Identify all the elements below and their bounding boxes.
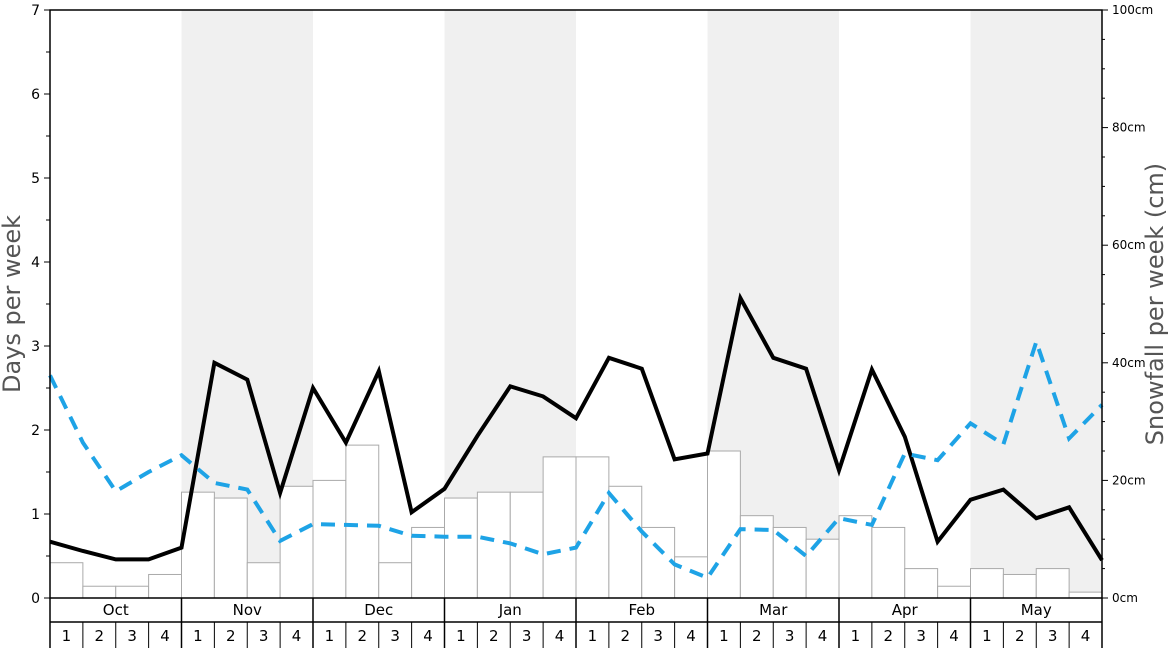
- week-label: 3: [785, 627, 795, 645]
- right-tick-label: 100cm: [1112, 3, 1153, 17]
- left-tick-label: 0: [31, 591, 40, 607]
- snowfall-bar: [246, 562, 281, 599]
- snowfall-bar: [148, 573, 182, 599]
- snowfall-bar: [49, 562, 84, 599]
- snowfall-bar: [707, 450, 741, 599]
- week-label: 3: [1048, 627, 1058, 645]
- week-label: 3: [390, 627, 400, 645]
- snowfall-bar: [575, 456, 610, 599]
- month-label: Oct: [103, 601, 129, 619]
- snowfall-bar: [1002, 573, 1037, 599]
- week-label: 2: [621, 627, 631, 645]
- right-tick-label: 80cm: [1112, 121, 1146, 135]
- week-label: 3: [259, 627, 269, 645]
- snowfall-bar: [213, 497, 248, 599]
- left-tick-label: 7: [31, 3, 40, 19]
- snowfall-bar: [674, 556, 708, 599]
- right-axis: 0cm 20cm 40cm 60cm 80cm 100cm: [1102, 3, 1153, 605]
- week-label: 2: [489, 627, 499, 645]
- week-label: 4: [818, 627, 828, 645]
- week-label: 3: [522, 627, 532, 645]
- week-label: 4: [555, 627, 565, 645]
- snowfall-bar: [608, 485, 643, 599]
- snowfall-bar: [279, 485, 314, 599]
- snowfall-bar: [772, 526, 807, 599]
- week-label: 4: [686, 627, 696, 645]
- week-label: 2: [358, 627, 368, 645]
- week-label: 1: [719, 627, 729, 645]
- week-label: 4: [1081, 627, 1091, 645]
- left-tick-label: 1: [31, 507, 40, 523]
- month-shading: [181, 10, 1102, 598]
- snowfall-bar: [1035, 568, 1070, 599]
- snowfall-bar: [82, 585, 117, 599]
- left-axis-title: Days per week: [0, 215, 26, 393]
- right-tick-label: 40cm: [1112, 356, 1146, 370]
- week-label: 4: [949, 627, 959, 645]
- week-label: 1: [851, 627, 861, 645]
- snowfall-bar: [476, 491, 511, 599]
- week-label: 2: [95, 627, 105, 645]
- week-label: 1: [456, 627, 466, 645]
- left-tick-label: 6: [31, 87, 40, 103]
- snowfall-bar: [904, 568, 939, 599]
- month-label: Feb: [628, 601, 655, 619]
- week-label: 3: [653, 627, 663, 645]
- left-tick-label: 5: [31, 171, 40, 187]
- snowfall-bar: [444, 497, 478, 599]
- solid-line-series: [49, 292, 1104, 562]
- week-label: 2: [884, 627, 894, 645]
- snowfall-bar: [115, 585, 150, 599]
- week-label: 3: [127, 627, 137, 645]
- month-label: May: [1021, 601, 1052, 619]
- left-tick-label: 3: [31, 339, 40, 355]
- left-axis: 0 1 2 3 4 5 6 7: [31, 3, 50, 607]
- right-tick-label: 20cm: [1112, 473, 1146, 487]
- week-label: 4: [292, 627, 302, 645]
- month-shade-may: [970, 10, 1102, 598]
- week-label: 1: [588, 627, 598, 645]
- snowfall-bar: [542, 456, 577, 599]
- week-label: 1: [62, 627, 72, 645]
- month-label: Dec: [364, 601, 393, 619]
- week-label: 1: [193, 627, 203, 645]
- left-tick-label: 2: [31, 423, 40, 439]
- snowfall-bar: [871, 526, 906, 599]
- snowfall-bar: [1068, 591, 1103, 599]
- snowfall-bar: [181, 491, 215, 599]
- week-label: 1: [325, 627, 335, 645]
- snowfall-bar: [937, 585, 971, 599]
- left-tick-label: 4: [31, 255, 40, 271]
- month-label: Nov: [233, 601, 262, 619]
- week-label: 2: [1015, 627, 1025, 645]
- x-axis: Oct 1 2 3 4 Nov 1 2 3 4 Dec 1 2 3 4 Jan 1 2 3 4 Feb 1 2 3 4 Mar 1 2…: [49, 598, 1103, 648]
- week-label: 2: [226, 627, 236, 645]
- week-label: 1: [982, 627, 992, 645]
- week-label: 2: [752, 627, 762, 645]
- month-label: Mar: [759, 601, 788, 619]
- month-label: Apr: [892, 601, 919, 619]
- snowfall-bar: [378, 562, 413, 599]
- dashed-line-series: [48, 335, 1104, 581]
- right-tick-label: 60cm: [1112, 238, 1146, 252]
- right-axis-title: Snowfall per week (cm): [1141, 163, 1168, 445]
- month-label: Jan: [498, 601, 522, 619]
- right-tick-label: 0cm: [1112, 591, 1138, 605]
- snowfall-bar: [641, 526, 676, 599]
- week-label: 3: [916, 627, 926, 645]
- snowfall-bar: [838, 515, 873, 599]
- week-label: 4: [160, 627, 170, 645]
- day-lines: [48, 292, 1104, 581]
- week-label: 4: [423, 627, 433, 645]
- snowfall-bar: [312, 479, 347, 599]
- snowfall-bar: [345, 444, 380, 599]
- snowfall-bar: [970, 568, 1004, 599]
- snowfall-bar: [411, 526, 445, 599]
